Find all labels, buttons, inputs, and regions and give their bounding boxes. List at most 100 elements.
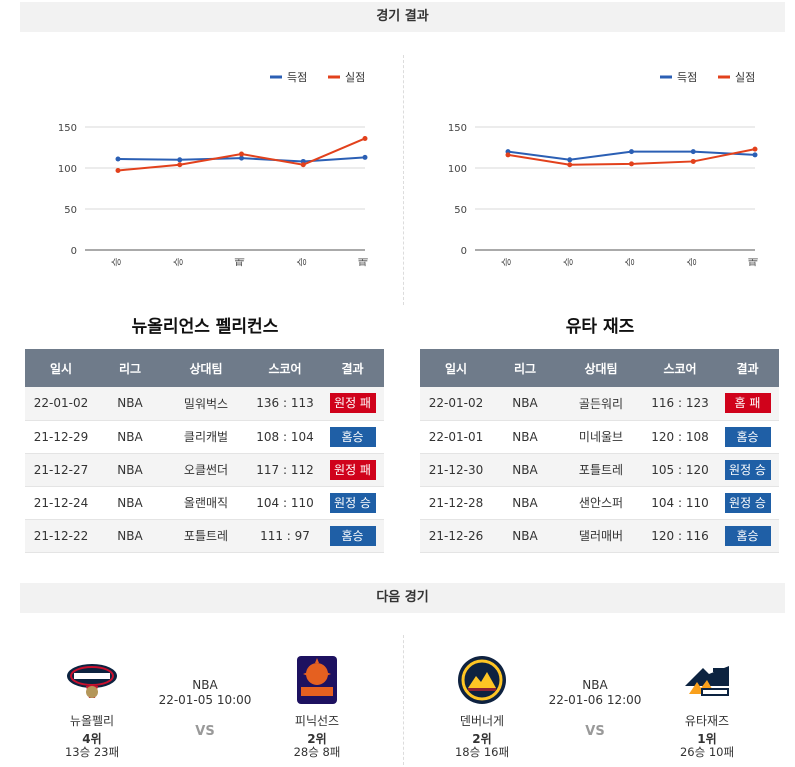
x-tick-label: 승 bbox=[563, 257, 575, 266]
cell-date: 21-12-26 bbox=[420, 519, 492, 553]
table-row[interactable]: 21-12-29 NBA 클리캐벌 108 : 104 홈승 bbox=[25, 420, 384, 454]
data-point bbox=[690, 149, 696, 155]
y-tick-label: 0 bbox=[71, 246, 77, 257]
legend-label[interactable]: 득점 bbox=[677, 71, 697, 84]
data-point bbox=[177, 157, 183, 163]
team-name: 피닉선즈 bbox=[294, 714, 340, 728]
data-point bbox=[690, 158, 696, 164]
results-section-title: 경기 결과 bbox=[20, 2, 785, 32]
cell-score: 111 : 97 bbox=[249, 519, 321, 553]
team-record: 28승 8패 bbox=[293, 745, 341, 759]
team-name: 유타재즈 bbox=[684, 714, 730, 728]
cell-opponent: 미네울브 bbox=[558, 420, 644, 454]
cell-date: 21-12-24 bbox=[25, 486, 97, 520]
next-match-1: 뉴올펠리 4위 13승 23패 NBA 22-01-05 10:00 VS 피닉… bbox=[10, 650, 400, 760]
chart-pelicans: 0 50 100 150 승 승 패 승 패 득점 실점 bbox=[58, 71, 370, 267]
match-divider bbox=[403, 635, 404, 765]
table-row[interactable]: 21-12-27 NBA 오클썬더 117 : 112 원정 패 bbox=[25, 453, 384, 487]
table-row[interactable]: 21-12-22 NBA 포틀트레 111 : 97 홈승 bbox=[25, 519, 384, 553]
suns-logo-icon bbox=[297, 656, 337, 704]
chart-divider bbox=[403, 55, 404, 305]
table-row[interactable]: 21-12-26 NBA 댈러매버 120 : 116 홈승 bbox=[420, 519, 779, 553]
table-row[interactable]: 21-12-24 NBA 올랜매직 104 : 110 원정 승 bbox=[25, 486, 384, 520]
cell-date: 21-12-27 bbox=[25, 453, 97, 487]
data-point bbox=[362, 154, 368, 160]
cell-league: NBA bbox=[97, 420, 163, 454]
cell-opponent: 포틀트레 bbox=[163, 519, 249, 553]
data-point bbox=[629, 161, 634, 167]
table-row[interactable]: 21-12-30 NBA 포틀트레 105 : 120 원정 승 bbox=[420, 453, 779, 487]
data-point bbox=[115, 167, 121, 173]
x-tick-label: 승 bbox=[501, 257, 513, 266]
cell-result: 원정 승 bbox=[716, 453, 779, 487]
cell-league: NBA bbox=[492, 486, 558, 520]
match-datetime: 22-01-05 10:00 bbox=[158, 693, 252, 707]
cell-result: 원정 승 bbox=[716, 486, 779, 520]
cell-score: 116 : 123 bbox=[644, 387, 716, 421]
data-point bbox=[752, 146, 758, 152]
cell-league: NBA bbox=[492, 519, 558, 553]
match-datetime: 22-01-06 12:00 bbox=[548, 693, 642, 707]
data-point bbox=[362, 135, 368, 141]
legend-label[interactable]: 실점 bbox=[345, 71, 365, 84]
cell-league: NBA bbox=[97, 519, 163, 553]
team-title-pelicans: 뉴올리언스 펠리컨스 bbox=[131, 317, 279, 337]
table-row[interactable]: 21-12-28 NBA 샌안스퍼 104 : 110 원정 승 bbox=[420, 486, 779, 520]
home-team[interactable]: 덴버너게 2위 18승 16패 bbox=[427, 650, 537, 759]
data-point bbox=[505, 152, 511, 158]
result-badge: 원정 승 bbox=[329, 492, 376, 513]
table-header-cell: 스코어 bbox=[644, 349, 716, 387]
pelicans-logo-icon bbox=[67, 664, 117, 698]
nuggets-logo-icon bbox=[458, 656, 506, 704]
table-row[interactable]: 22-01-02 NBA 골든워리 116 : 123 홈 패 bbox=[420, 387, 779, 421]
x-tick-label: 패 bbox=[358, 257, 370, 266]
result-badge: 원정 패 bbox=[329, 459, 376, 480]
cell-opponent: 포틀트레 bbox=[558, 453, 644, 487]
cell-result: 원정 승 bbox=[321, 486, 384, 520]
cell-league: NBA bbox=[97, 453, 163, 487]
away-team[interactable]: 유타재즈 1위 26승 10패 bbox=[652, 650, 762, 759]
cell-opponent: 샌안스퍼 bbox=[558, 486, 644, 520]
table-row[interactable]: 22-01-02 NBA 밀워벅스 136 : 113 원정 패 bbox=[25, 387, 384, 421]
cell-opponent: 골든워리 bbox=[558, 387, 644, 421]
cell-result: 홈승 bbox=[716, 420, 779, 454]
x-tick-label: 승 bbox=[296, 257, 308, 266]
cell-date: 21-12-28 bbox=[420, 486, 492, 520]
match-league: NBA bbox=[582, 678, 608, 692]
table-header-cell: 스코어 bbox=[249, 349, 321, 387]
table-header-cell: 상대팀 bbox=[163, 349, 249, 387]
match-info: NBA 22-01-06 12:00 VS bbox=[540, 678, 650, 739]
table-row[interactable]: 22-01-01 NBA 미네울브 120 : 108 홈승 bbox=[420, 420, 779, 454]
cell-date: 21-12-22 bbox=[25, 519, 97, 553]
legend-label[interactable]: 실점 bbox=[735, 71, 755, 84]
x-tick-label: 승 bbox=[111, 257, 123, 266]
y-tick-label: 50 bbox=[64, 205, 77, 216]
cell-score: 120 : 108 bbox=[644, 420, 716, 454]
team-name: 뉴올펠리 bbox=[69, 714, 115, 728]
cell-opponent: 밀워벅스 bbox=[163, 387, 249, 421]
table-header-cell: 일시 bbox=[420, 349, 492, 387]
chart-jazz: 0 50 100 150 승 승 승 승 패 득점 실점 bbox=[448, 71, 760, 267]
data-point bbox=[300, 162, 306, 168]
next-match-2: 덴버너게 2위 18승 16패 NBA 22-01-06 12:00 VS 유타… bbox=[400, 650, 790, 760]
data-point bbox=[752, 152, 758, 158]
result-badge: 원정 승 bbox=[724, 459, 771, 480]
cell-result: 원정 패 bbox=[321, 453, 384, 487]
cell-score: 117 : 112 bbox=[249, 453, 321, 487]
y-tick-label: 100 bbox=[448, 164, 467, 175]
table-header-cell: 일시 bbox=[25, 349, 97, 387]
away-team[interactable]: 피닉선즈 2위 28승 8패 bbox=[262, 650, 372, 759]
cell-opponent: 클리캐벌 bbox=[163, 420, 249, 454]
cell-date: 21-12-30 bbox=[420, 453, 492, 487]
x-tick-label: 패 bbox=[235, 257, 247, 266]
result-badge: 원정 승 bbox=[724, 492, 771, 513]
legend-label[interactable]: 득점 bbox=[287, 71, 307, 84]
y-tick-label: 150 bbox=[448, 123, 467, 134]
x-tick-label: 승 bbox=[686, 257, 698, 266]
table-header-cell: 결과 bbox=[321, 349, 384, 387]
cell-score: 104 : 110 bbox=[249, 486, 321, 520]
table-header-cell: 결과 bbox=[716, 349, 779, 387]
result-badge: 홈 패 bbox=[724, 393, 771, 414]
home-team[interactable]: 뉴올펠리 4위 13승 23패 bbox=[37, 650, 147, 759]
team-name: 덴버너게 bbox=[459, 714, 505, 728]
